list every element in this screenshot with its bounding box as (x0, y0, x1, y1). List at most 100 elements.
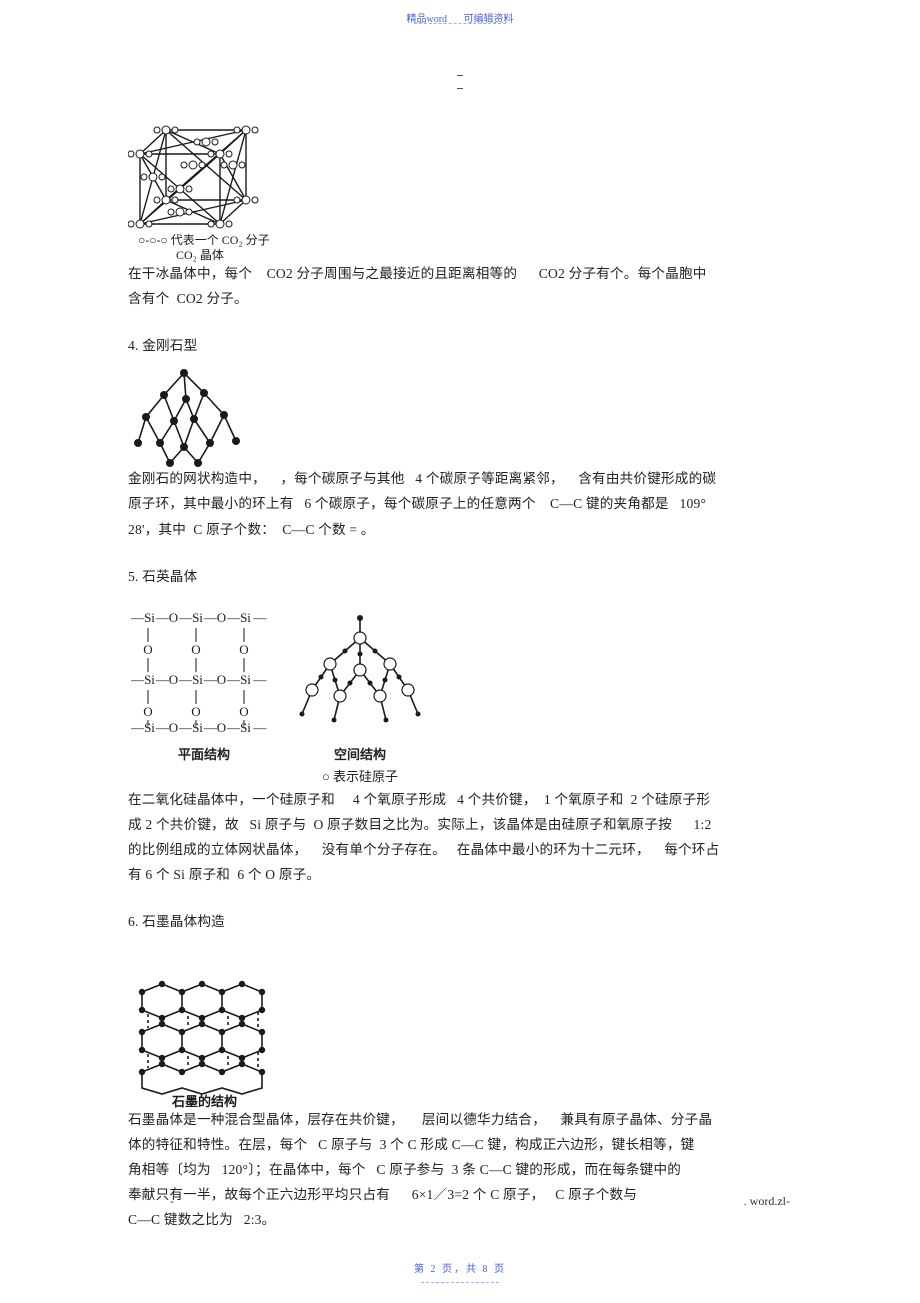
t: 2 个硅原子形 (631, 792, 711, 807)
t: 3 个 C 形成 C—C 键，构成正六边形，键长相等，键 (380, 1137, 695, 1152)
t: 28'，其中 (128, 522, 186, 537)
s5-l1: 在二氧化硅晶体中，一个硅原子和 4 个氧原子形成 4 个共价键， 1 个氧原子和… (128, 788, 810, 811)
t: 体的特征和特性。在层，每个 (128, 1137, 307, 1152)
t: 兼具有原子晶体、分子晶 (560, 1112, 712, 1127)
svg-text:—Si: —Si (130, 672, 155, 687)
svg-text:O: O (143, 704, 152, 719)
svg-text:—Si: —Si (226, 720, 251, 735)
t: Si 原子与 (250, 817, 307, 832)
footer-underline (421, 1282, 499, 1283)
svg-text:—Si: —Si (178, 672, 203, 687)
t: C—C 个数 = 。 (282, 522, 374, 537)
t: 角相等〔均为 (128, 1162, 211, 1177)
s6-l1: 石墨晶体是一种混合型晶体，层存在共价键， 层间以德华力结合， 兼具有原子晶体、分… (128, 1108, 810, 1131)
s5-l3: 的比例组成的立体网状晶体， 没有单个分子存在。 在晶体中最小的环为十二元环， 每… (128, 838, 810, 861)
t: 含有个 (128, 291, 169, 306)
svg-text:—Si: —Si (178, 720, 203, 735)
t: 有 6 个 Si 原子和 (128, 867, 230, 882)
t: 109° (680, 496, 707, 511)
co2-svg: ○-○-○ 代表一个 CO₂ 分子 CO₂ 晶体 (128, 112, 283, 262)
t: 成 2 个共价键，故 (128, 817, 239, 832)
svg-text:O: O (239, 704, 248, 719)
graphite-svg: 石墨的结构 (128, 970, 278, 1108)
footer-left: - (170, 1194, 174, 1209)
section-5-title: 5. 石英晶体 (128, 565, 810, 588)
t: C 原子个数与 (555, 1187, 637, 1202)
t: CO2 分子周围与之最接近的且距离相等的 (267, 266, 518, 281)
content: ○-○-○ 代表一个 CO₂ 分子 CO₂ 晶体 在干冰晶体中，每个 CO2 分… (128, 112, 810, 1233)
center-dash-1 (457, 75, 463, 76)
t: C—C 键数之比为 (128, 1212, 233, 1227)
svg-text:—: — (253, 720, 268, 735)
svg-text:O: O (191, 642, 200, 657)
t: O 原子数目之比为。实际上，该晶体是由硅原子和氧原子按 (313, 817, 671, 832)
quartz-cap1: 平面结构 (128, 744, 280, 788)
svg-text:—O: —O (155, 720, 178, 735)
header-underline (414, 23, 506, 24)
t: 金刚石的网状构造中， (128, 471, 266, 486)
svg-text:—: — (253, 610, 268, 625)
svg-text:—O: —O (203, 672, 226, 687)
quartz-cap3: ○ 表示硅原子 (290, 766, 430, 788)
t: 石墨晶体是一种混合型晶体，层存在共价键， (128, 1112, 404, 1127)
t: 在干冰晶体中，每个 (128, 266, 252, 281)
t: 原子环，其中最小的环上有 (128, 496, 294, 511)
s4-l1: 金刚石的网状构造中， ，每个碳原子与其他 4 个碳原子等距离紧邻， 含有由共价键… (128, 467, 810, 490)
s5-l4: 有 6 个 Si 原子和 6 个 O 原子。 (128, 863, 810, 886)
svg-text:O: O (239, 642, 248, 657)
t: CO2 分子。 (177, 291, 248, 306)
quartz-cap2: 空间结构 (290, 744, 430, 766)
t: C 原子个数： (193, 522, 275, 537)
s4-l3: 28'，其中 C 原子个数： C—C 个数 = 。 (128, 518, 810, 541)
co2-para-1: 在干冰晶体中，每个 CO2 分子周围与之最接近的且距离相等的 CO2 分子有个。… (128, 262, 810, 285)
svg-text:—Si: —Si (130, 720, 155, 735)
s5-l2: 成 2 个共价键，故 Si 原子与 O 原子数目之比为。实际上，该晶体是由硅原子… (128, 813, 810, 836)
section-4-title: 4. 金刚石型 (128, 334, 810, 357)
co2-para-2: 含有个 CO2 分子。 (128, 287, 810, 310)
co2-cap2: CO₂ 晶体 (176, 248, 224, 262)
t: 3 条 C—C 键的形成，而在每条键中的 (452, 1162, 681, 1177)
quartz-3d-svg (290, 604, 430, 744)
svg-text:—: — (253, 672, 268, 687)
t: C 原子参与 (376, 1162, 444, 1177)
quartz-planar-svg: —Si—O—Si—O—Si— OOO —Si—O—Si—O—Si— OOO —S… (128, 604, 280, 744)
t: 120°〕；在晶体中，每个 (222, 1162, 366, 1177)
svg-text:—Si: —Si (226, 672, 251, 687)
svg-text:O: O (143, 642, 152, 657)
t: 6 个碳原子，每个碳原子上的任意两个 (304, 496, 535, 511)
t: 层间以德华力结合， (422, 1112, 546, 1127)
t: 6×1／3=2 个 C 原子， (412, 1187, 545, 1202)
t: 6 个 O 原子。 (237, 867, 320, 882)
co2-figure: ○-○-○ 代表一个 CO₂ 分子 CO₂ 晶体 (128, 112, 810, 262)
diamond-svg (128, 365, 246, 467)
t: 每个环占 (664, 842, 719, 857)
t: 奉献只有一半，故每个正六边形平均只占有 (128, 1187, 390, 1202)
t: 在晶体中最小的环为十二元环， (457, 842, 650, 857)
svg-text:—O: —O (203, 720, 226, 735)
t: 1:2 (694, 817, 712, 832)
quartz-captions: 平面结构 空间结构 ○ 表示硅原子 (128, 744, 810, 788)
page: 精品word 可编辑资料 (0, 0, 920, 1303)
t: 4 个共价键， (457, 792, 537, 807)
t: 含有由共价键形成的碳 (578, 471, 716, 486)
t: 1 个氧原子和 (544, 792, 624, 807)
s6-l4: 奉献只有一半，故每个正六边形平均只占有 6×1／3=2 个 C 原子， C 原子… (128, 1183, 810, 1206)
t: 4 个氧原子形成 (353, 792, 446, 807)
svg-text:—O: —O (155, 672, 178, 687)
svg-text:—O: —O (203, 610, 226, 625)
graphite-cap: 石墨的结构 (171, 1094, 237, 1108)
s6-l2: 体的特征和特性。在层，每个 C 原子与 3 个 C 形成 C—C 键，构成正六边… (128, 1133, 810, 1156)
svg-text:—Si: —Si (130, 610, 155, 625)
s6-l3: 角相等〔均为 120°〕；在晶体中，每个 C 原子参与 3 条 C—C 键的形成… (128, 1158, 810, 1181)
footer-page: 第 2 页，共 8 页 (0, 1260, 920, 1275)
t: C—C 键的夹角都是 (550, 496, 669, 511)
graphite-figure: 石墨的结构 (128, 970, 810, 1108)
section-6-title: 6. 石墨晶体构造 (128, 910, 810, 933)
t: CO2 分子有个。每个晶胞中 (539, 266, 707, 281)
quartz-figure: —Si—O—Si—O—Si— OOO —Si—O—Si—O—Si— OOO —S… (128, 604, 810, 744)
svg-text:O: O (191, 704, 200, 719)
diamond-figure (128, 365, 810, 467)
co2-cap1: ○-○-○ 代表一个 CO₂ 分子 (138, 233, 270, 247)
t: 没有单个分子存在。 (322, 842, 446, 857)
svg-text:—Si: —Si (226, 610, 251, 625)
